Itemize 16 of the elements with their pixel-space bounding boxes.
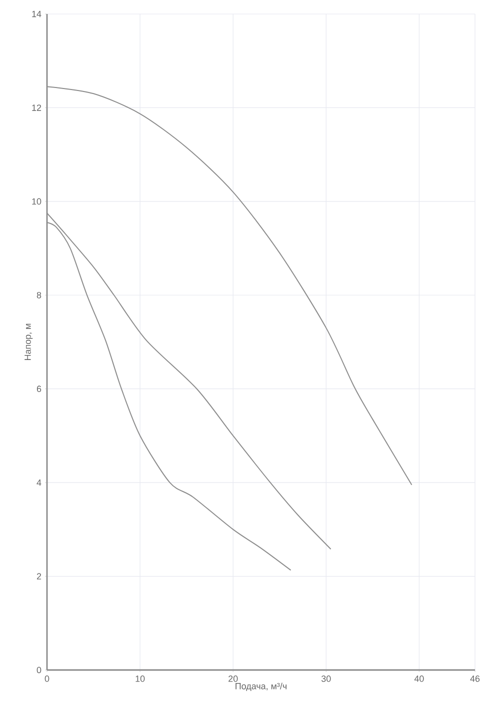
x-tick-label: 40: [414, 676, 424, 682]
x-tick-label: 46: [470, 676, 480, 682]
y-tick-label: 0: [36, 666, 42, 674]
y-tick-label: 10: [32, 198, 42, 205]
y-axis-title: Напор, м: [24, 324, 33, 360]
y-tick-label: 4: [36, 479, 42, 486]
y-tick-label: 14: [32, 10, 42, 18]
y-tick-label: 2: [36, 573, 42, 580]
x-tick-label: 0: [44, 676, 50, 682]
x-tick-label: 10: [136, 676, 145, 682]
x-tick-label: 30: [321, 676, 331, 682]
y-tick-label: 12: [32, 104, 42, 111]
y-tick-label: 8: [36, 292, 42, 298]
y-tick-label: 6: [36, 386, 42, 392]
x-axis-title: Подача, м³/ч: [236, 682, 286, 691]
x-tick-label: 20: [228, 676, 238, 682]
